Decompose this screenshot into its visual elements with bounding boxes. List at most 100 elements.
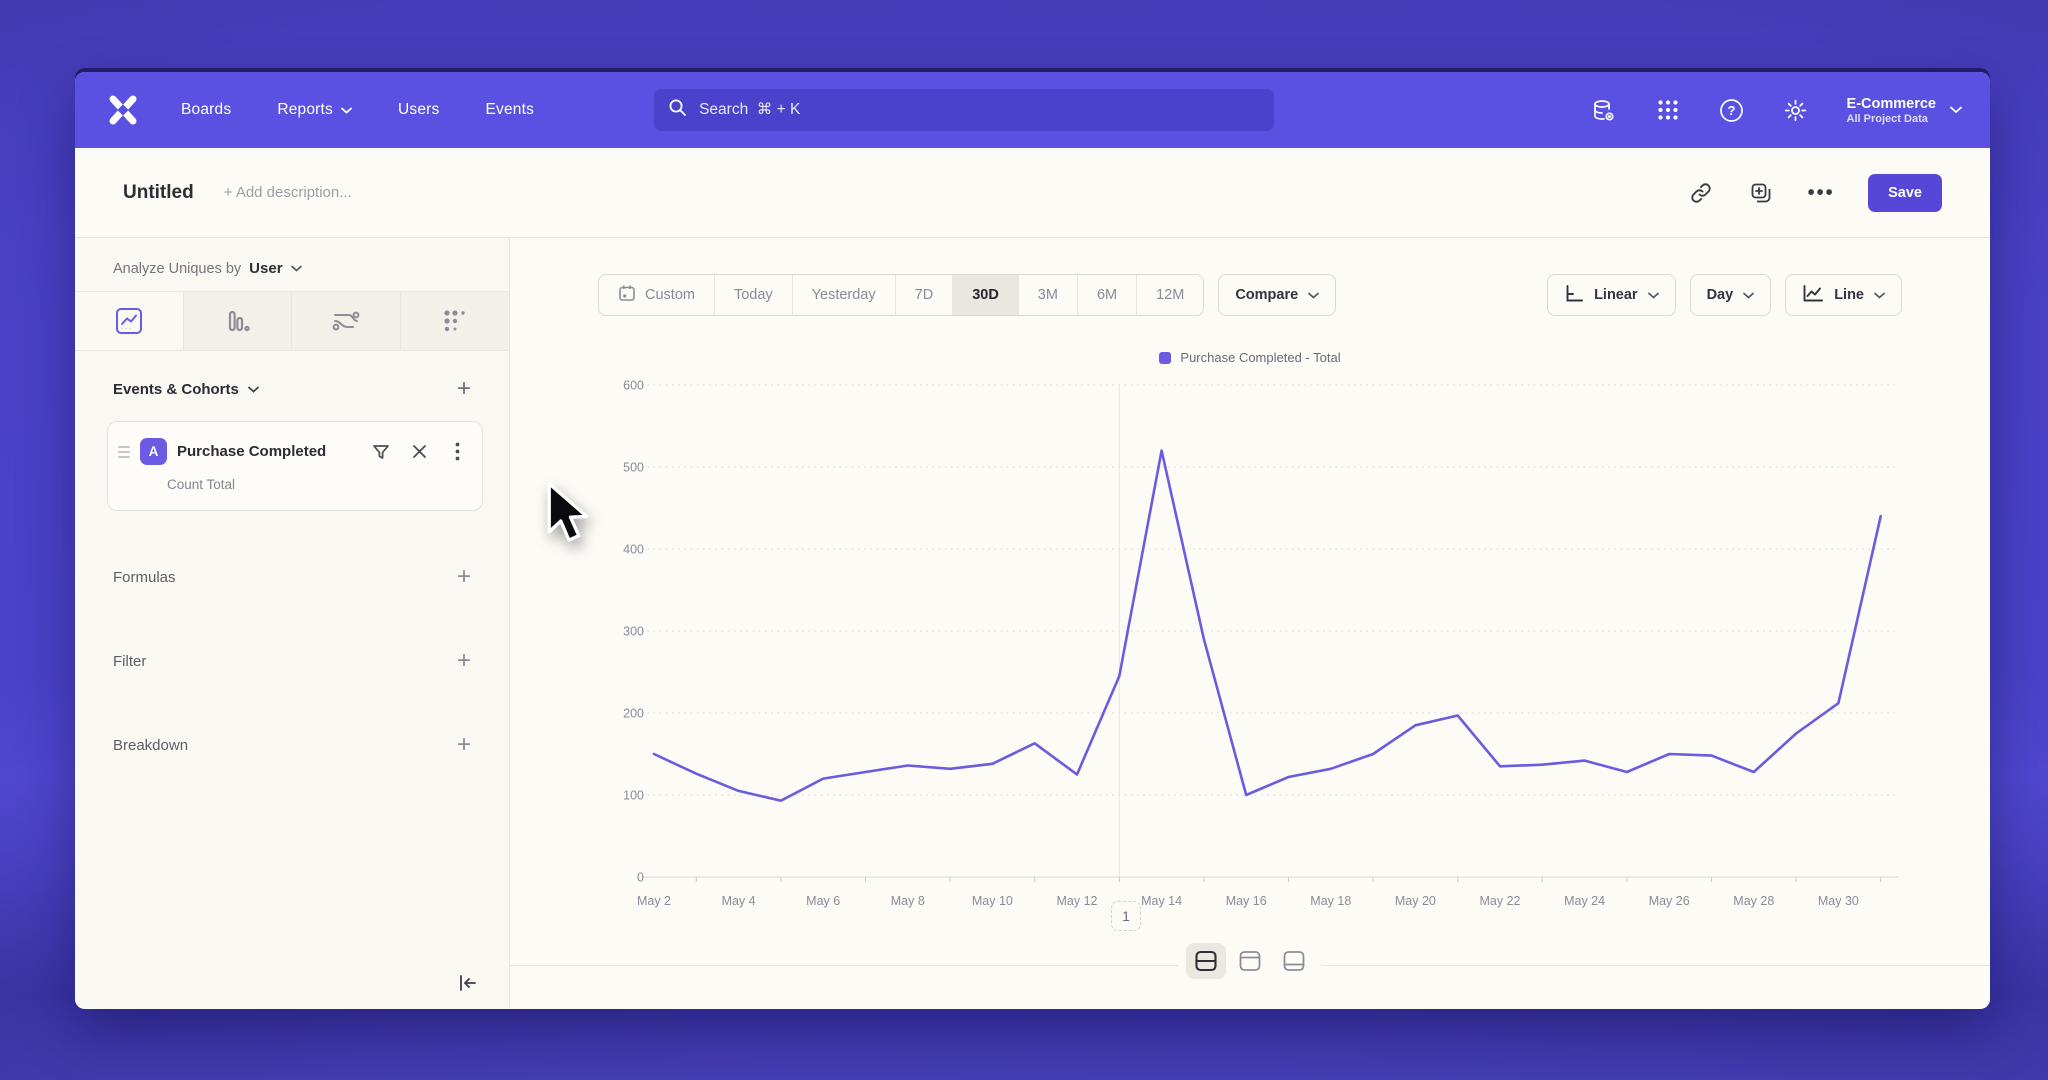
- line-chart[interactable]: 0 100 200 300 400 500 600 May 2 May 4 May 6 May 8 M…: [510, 368, 1989, 968]
- tab-retention-dots[interactable]: [400, 292, 509, 350]
- app-window: Boards Reports Users Events: [75, 72, 1990, 1009]
- breakdown-label: Breakdown: [113, 736, 189, 754]
- range-7d-button[interactable]: 7D: [896, 275, 954, 315]
- legend-label: Purchase Completed - Total: [1180, 350, 1341, 365]
- nav-label: Events: [485, 101, 535, 118]
- split-view-icon[interactable]: [1186, 943, 1226, 979]
- filter-section: Filter +: [75, 647, 509, 674]
- project-subtitle: All Project Data: [1846, 113, 1928, 126]
- duplicate-icon[interactable]: [1748, 180, 1774, 206]
- svg-text:May 30: May 30: [1818, 894, 1859, 908]
- nav-item-reports[interactable]: Reports: [277, 101, 352, 119]
- svg-text:May 4: May 4: [722, 894, 756, 908]
- query-builder-sidebar: Analyze Uniques by User: [75, 238, 510, 1008]
- scale-dropdown[interactable]: Linear: [1547, 274, 1676, 316]
- save-button[interactable]: Save: [1868, 173, 1942, 212]
- interval-dropdown[interactable]: Day: [1689, 274, 1772, 316]
- kebab-menu-icon[interactable]: [448, 442, 466, 461]
- chevron-down-icon: [1743, 292, 1755, 299]
- svg-text:May 18: May 18: [1310, 894, 1351, 908]
- add-filter-button[interactable]: +: [456, 647, 471, 674]
- range-yesterday-button[interactable]: Yesterday: [793, 275, 896, 315]
- pagination-page-1[interactable]: 1: [1111, 901, 1141, 931]
- nav-links: Boards Reports Users Events: [181, 101, 534, 119]
- calendar-icon: [618, 284, 636, 306]
- analyze-value[interactable]: User: [249, 260, 283, 277]
- section-title: Events & Cohorts: [113, 380, 239, 398]
- link-icon[interactable]: [1688, 180, 1714, 206]
- nav-label: Boards: [181, 101, 232, 118]
- more-ellipsis-icon[interactable]: •••: [1807, 181, 1835, 204]
- nav-item-boards[interactable]: Boards: [181, 101, 231, 119]
- settings-gear-icon[interactable]: [1783, 97, 1809, 123]
- add-description-field[interactable]: + Add description...: [223, 184, 352, 201]
- interval-label: Day: [1706, 287, 1734, 303]
- formulas-label: Formulas: [113, 568, 176, 586]
- drag-handle-icon[interactable]: [118, 445, 130, 458]
- nav-item-events[interactable]: Events: [485, 101, 534, 119]
- data-management-icon[interactable]: [1591, 97, 1617, 123]
- range-label: 3M: [1037, 287, 1058, 303]
- report-title[interactable]: Untitled: [123, 181, 194, 203]
- svg-text:500: 500: [623, 461, 644, 475]
- chart-only-icon[interactable]: [1230, 943, 1270, 979]
- range-label: Today: [733, 287, 773, 303]
- collapse-sidebar-icon[interactable]: [455, 970, 481, 996]
- add-breakdown-button[interactable]: +: [456, 731, 471, 758]
- range-6m-button[interactable]: 6M: [1078, 275, 1138, 315]
- svg-text:300: 300: [623, 625, 644, 639]
- svg-text:May 8: May 8: [891, 894, 925, 908]
- nav-item-users[interactable]: Users: [398, 101, 439, 119]
- apps-grid-icon[interactable]: [1655, 97, 1681, 123]
- svg-text:400: 400: [623, 543, 644, 557]
- search-icon: [668, 98, 687, 122]
- nav-label: Reports: [277, 101, 333, 118]
- chart-legend[interactable]: Purchase Completed - Total: [510, 350, 1990, 365]
- svg-text:0: 0: [637, 871, 644, 885]
- range-30d-button[interactable]: 30D: [953, 275, 1019, 315]
- svg-text:100: 100: [623, 789, 644, 803]
- add-event-button[interactable]: +: [456, 375, 471, 402]
- range-3m-button[interactable]: 3M: [1019, 275, 1078, 315]
- help-icon[interactable]: ?: [1719, 97, 1745, 123]
- range-custom-button[interactable]: Custom: [599, 275, 715, 315]
- remove-x-icon[interactable]: [410, 443, 428, 461]
- svg-text:May 24: May 24: [1564, 894, 1605, 908]
- svg-text:May 12: May 12: [1057, 894, 1098, 908]
- chevron-down-icon: [1308, 292, 1320, 299]
- add-formula-button[interactable]: +: [456, 563, 471, 590]
- events-cohorts-title[interactable]: Events & Cohorts: [113, 381, 259, 398]
- svg-text:May 26: May 26: [1649, 894, 1690, 908]
- event-name[interactable]: Purchase Completed: [177, 443, 327, 460]
- table-only-icon[interactable]: [1274, 943, 1314, 979]
- range-today-button[interactable]: Today: [715, 275, 793, 315]
- svg-text:May 28: May 28: [1733, 894, 1774, 908]
- analyze-uniques-row[interactable]: Analyze Uniques by User: [75, 238, 509, 291]
- svg-text:May 6: May 6: [806, 894, 840, 908]
- tab-bar-chart[interactable]: [183, 292, 292, 350]
- linear-axis-icon: [1564, 284, 1584, 307]
- tab-flows[interactable]: [292, 292, 401, 350]
- legend-swatch: [1159, 351, 1172, 364]
- global-search[interactable]: [654, 89, 1275, 131]
- event-card-purchase-completed[interactable]: A Purchase Completed Count Total: [107, 421, 483, 511]
- chevron-down-icon: [290, 265, 302, 272]
- event-metric[interactable]: Count Total: [167, 477, 236, 492]
- range-12m-button[interactable]: 12M: [1137, 275, 1203, 315]
- search-input[interactable]: [699, 101, 1261, 119]
- chart-type-dropdown[interactable]: Line: [1785, 274, 1902, 316]
- chevron-down-icon: [1874, 292, 1885, 299]
- report-header: Untitled + Add description... ••• Save: [75, 148, 1990, 238]
- tab-insights-line[interactable]: [75, 292, 184, 350]
- top-navigation: Boards Reports Users Events: [75, 72, 1990, 148]
- chart-panel: Custom Today Yesterday 7D 30D 3M 6M 12M …: [510, 238, 1990, 1008]
- compare-label: Compare: [1235, 287, 1299, 303]
- formulas-section: Formulas +: [75, 563, 509, 590]
- layout-toggle-group: [1178, 938, 1322, 984]
- filter-funnel-icon[interactable]: [372, 443, 390, 461]
- chevron-down-icon: [341, 107, 352, 114]
- compare-dropdown[interactable]: Compare: [1218, 274, 1337, 316]
- range-label: 30D: [972, 287, 999, 303]
- mixpanel-logo-icon[interactable]: [103, 90, 143, 130]
- project-switcher[interactable]: E-Commerce All Project Data: [1847, 95, 1962, 125]
